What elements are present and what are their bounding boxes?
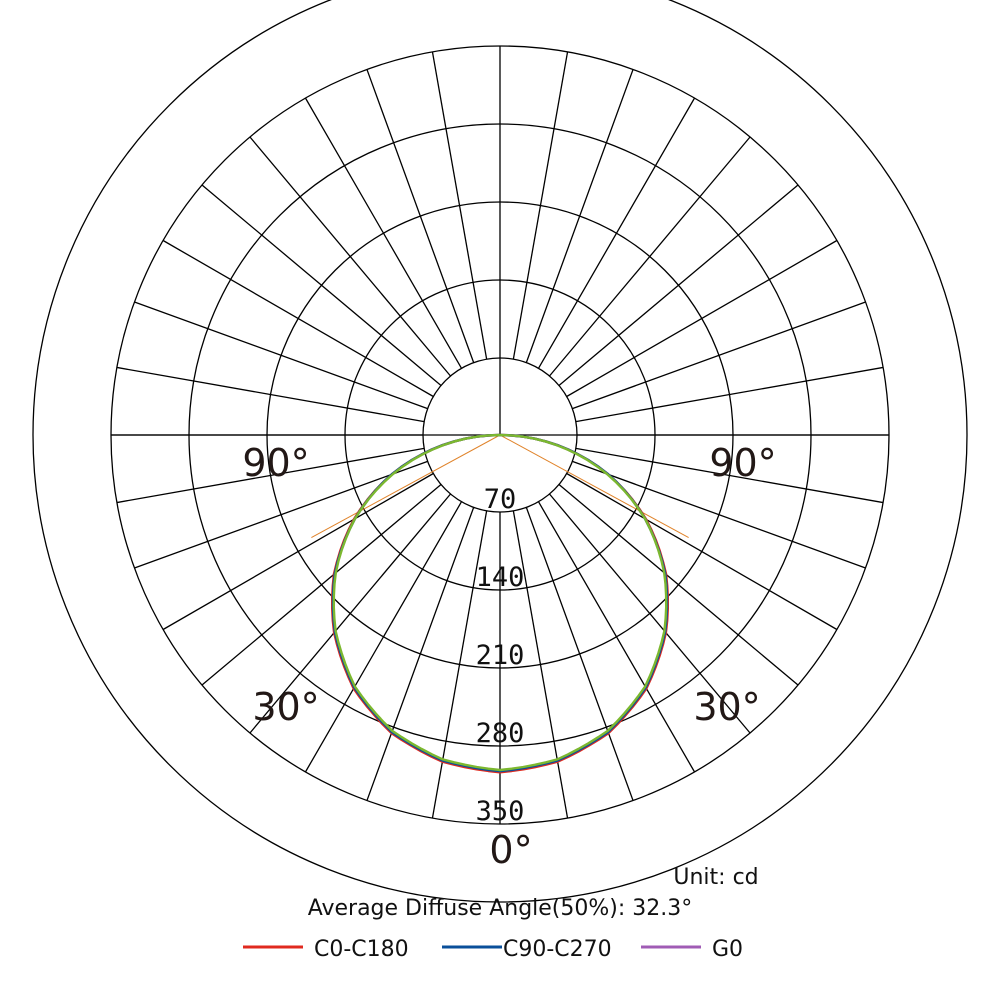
grid-spoke-190	[431, 51, 488, 360]
polar-grid	[32, 0, 968, 903]
radial-tick-label-280: 280	[476, 718, 525, 749]
angle-label-bottom-0: 0°	[489, 828, 532, 872]
grid-spoke-200	[366, 69, 475, 363]
grid-spoke-340	[366, 507, 475, 801]
grid-spoke-70	[572, 460, 866, 569]
angle-label-left-90: 90°	[242, 441, 309, 485]
legend-label-c90-c270: C90-C270	[503, 937, 612, 962]
grid-spoke-240	[162, 239, 434, 398]
angle-label-left-30: 30°	[252, 685, 319, 729]
grid-spoke-160	[525, 69, 634, 363]
angle-label-right-90: 90°	[709, 441, 776, 485]
grid-spoke-50	[558, 483, 799, 686]
beam-guide-ray-left	[311, 434, 501, 539]
grid-spoke-220	[249, 136, 452, 377]
grid-spoke-40	[548, 493, 751, 734]
grid-spoke-280	[116, 447, 425, 504]
legend-label-g0: G0	[712, 937, 743, 962]
angle-label-right-30: 30°	[693, 685, 760, 729]
light-distribution-curves	[311, 433, 689, 774]
legend-label-c0-c180: C0-C180	[314, 937, 409, 962]
unit-label: Unit: cd	[673, 865, 758, 890]
grid-spoke-120	[566, 239, 838, 398]
grid-spoke-130	[558, 184, 799, 387]
radial-tick-label-140: 140	[476, 562, 525, 593]
legend: C0-C180 C90-C270 G0	[243, 937, 743, 962]
grid-spoke-310	[201, 483, 442, 686]
grid-spoke-250	[134, 301, 428, 410]
grid-spoke-60	[566, 472, 838, 631]
grid-spoke-110	[572, 301, 866, 410]
grid-ring-350	[32, 0, 968, 903]
grid-spoke-80	[575, 447, 884, 504]
grid-spoke-330	[304, 501, 463, 773]
grid-spoke-140	[548, 136, 751, 377]
grid-spoke-30	[537, 501, 696, 773]
grid-spoke-230	[201, 184, 442, 387]
grid-spoke-320	[249, 493, 452, 734]
grid-spoke-170	[512, 51, 569, 360]
grid-spoke-300	[162, 472, 434, 631]
beam-guide-ray-right	[499, 434, 689, 539]
grid-spoke-260	[116, 366, 425, 423]
grid-spoke-290	[134, 460, 428, 569]
grid-spoke-350	[431, 510, 488, 819]
grid-spoke-150	[537, 97, 696, 369]
diffuse-angle-label: Average Diffuse Angle(50%): 32.3°	[308, 896, 693, 921]
grid-spoke-100	[575, 366, 884, 423]
curve-g0	[332, 433, 668, 772]
grid-spoke-210	[304, 97, 463, 369]
grid-spoke-10	[512, 510, 569, 819]
radial-tick-label-210: 210	[476, 640, 525, 671]
radial-tick-label-350: 350	[476, 796, 525, 827]
radial-tick-label-70: 70	[484, 484, 517, 515]
grid-spoke-20	[525, 507, 634, 801]
